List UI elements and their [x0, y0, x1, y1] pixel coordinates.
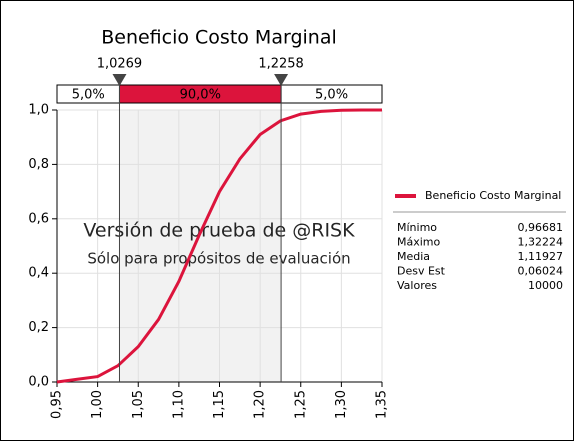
y-tick-label: 0,0: [28, 375, 49, 390]
delimiter-marker: [112, 74, 127, 86]
stat-value: 1,11927: [518, 250, 564, 263]
stat-value: 0,96681: [518, 221, 564, 234]
delimiter-label: 1,0269: [97, 57, 143, 72]
x-tick-label: 1,35: [375, 390, 390, 419]
x-tick-label: 1,10: [171, 390, 186, 419]
stat-name: Mínimo: [397, 221, 437, 234]
cdf-line: [56, 108, 382, 384]
x-tick-label: 0,95: [50, 390, 65, 419]
stat-value: 0,06024: [518, 265, 564, 278]
x-tick-label: 1,15: [212, 390, 227, 419]
band-label: 5,0%: [72, 88, 105, 103]
y-tick-label: 0,4: [28, 266, 49, 281]
stat-name: Desv Est: [397, 265, 446, 278]
stat-value: 10000: [528, 279, 563, 292]
x-tick-label: 1,05: [131, 390, 146, 419]
y-tick-label: 0,6: [28, 211, 49, 226]
stat-name: Máximo: [397, 236, 441, 249]
y-tick-label: 1,0: [28, 103, 49, 118]
y-tick-label: 0,2: [28, 320, 49, 335]
x-tick-label: 1,20: [253, 390, 268, 419]
watermark: Versión de prueba de @RISK: [83, 220, 355, 242]
delimiter-marker: [274, 74, 289, 86]
stat-name: Valores: [397, 279, 437, 292]
x-tick-label: 1,30: [334, 390, 349, 419]
chart-title: Beneficio Costo Marginal: [101, 27, 337, 49]
legend-label: Beneficio Costo Marginal: [425, 189, 561, 202]
x-tick-label: 1,00: [90, 390, 105, 419]
delimiter-label: 1,2258: [258, 57, 304, 72]
stat-name: Media: [397, 250, 430, 263]
stat-value: 1,32224: [518, 236, 564, 249]
x-tick-label: 1,25: [293, 390, 308, 419]
band-label: 90,0%: [180, 88, 221, 103]
band-label: 5,0%: [315, 88, 348, 103]
y-tick-label: 0,8: [28, 157, 49, 172]
watermark: Sólo para propósitos de evaluación: [87, 250, 350, 268]
